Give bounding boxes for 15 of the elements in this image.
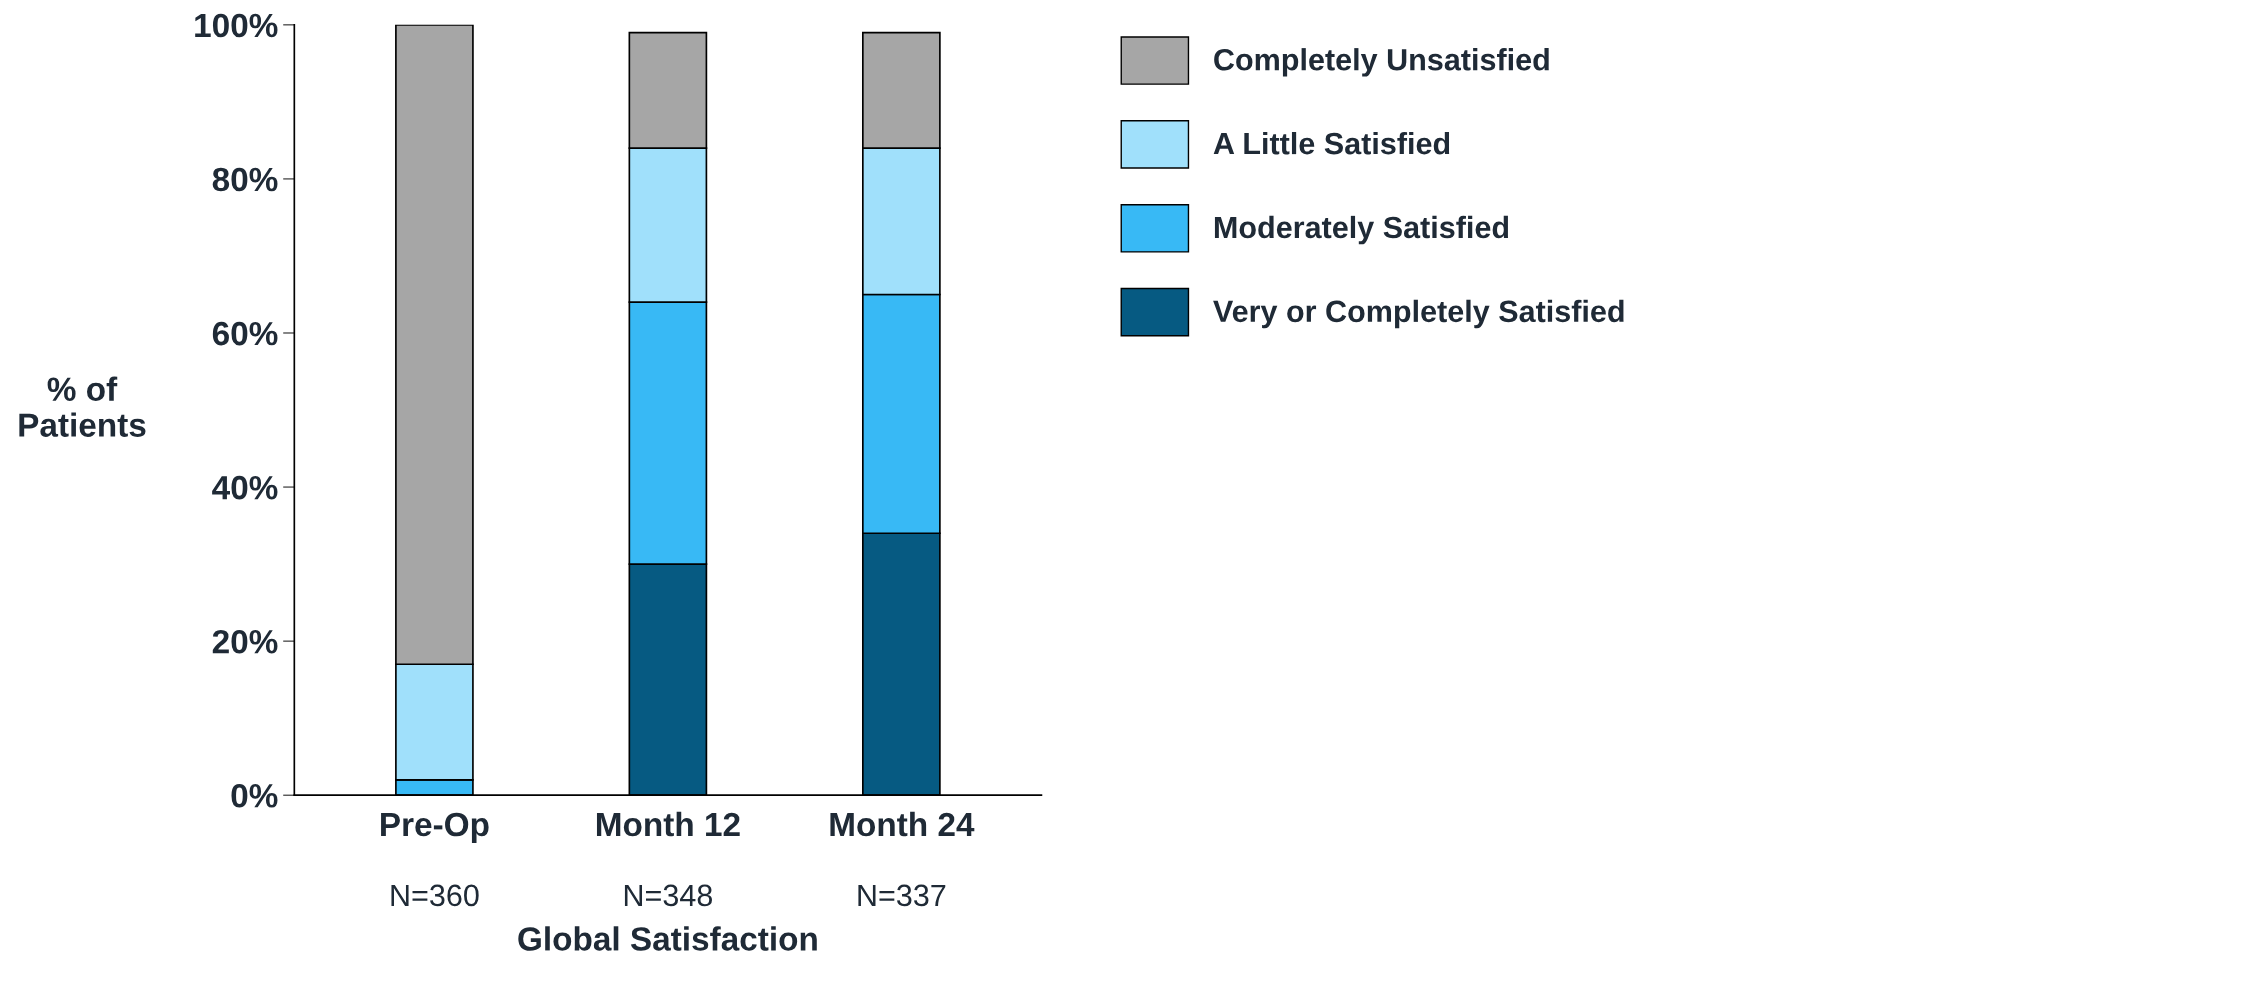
y-tick-label: 100% (195, 13, 278, 38)
y-tick-label: 20% (212, 629, 278, 654)
y-tick-label: 80% (212, 167, 278, 192)
legend-label: A Little Satisfied (1213, 131, 1450, 155)
legend-label: Very or Completely Satisfied (1213, 299, 1624, 329)
y-tick-label: 40% (212, 475, 278, 500)
legend-label: Completely Unsatisfied (1214, 48, 1549, 77)
category-label: Month 12 N=348 (596, 811, 740, 907)
category-label: Month 24 N=337 (830, 811, 975, 907)
legend-label: Moderately Satisfied (1214, 215, 1509, 245)
category-label: Pre-Op N=360 (381, 812, 489, 907)
y-tick-label: 0% (231, 784, 278, 808)
y-axis-title: % of Patients (19, 376, 146, 437)
y-tick-label: 60% (212, 321, 278, 346)
x-axis-title: Global Satisfaction (518, 926, 817, 951)
